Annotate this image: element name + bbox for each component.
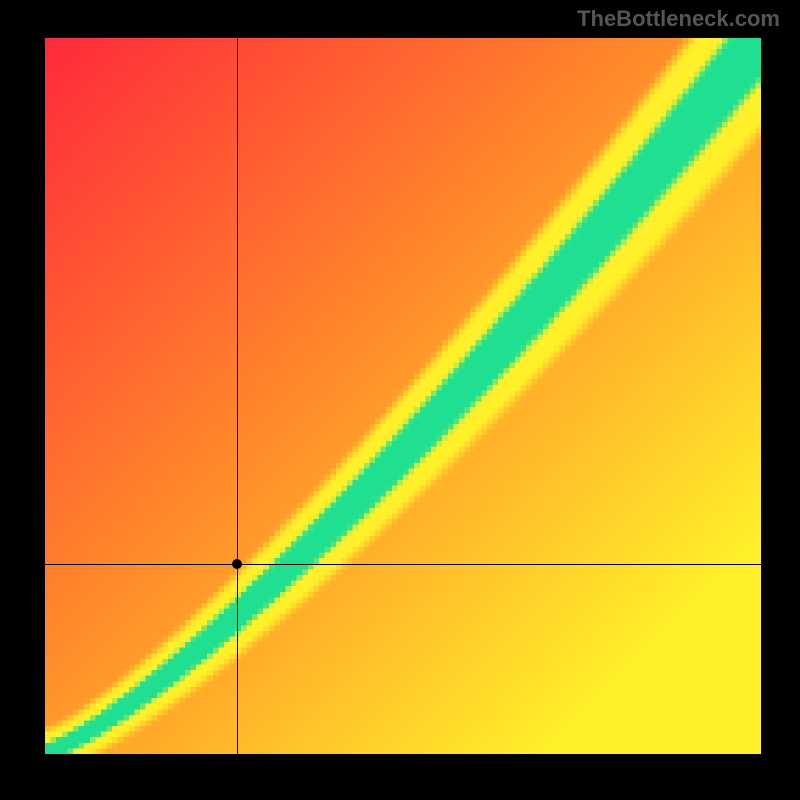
heatmap-canvas — [45, 38, 761, 754]
crosshair-vertical — [237, 38, 238, 754]
heatmap-plot — [45, 38, 761, 754]
page-root: { "watermark": { "text": "TheBottleneck.… — [0, 0, 800, 800]
watermark-text: TheBottleneck.com — [577, 6, 780, 32]
crosshair-marker — [232, 559, 242, 569]
crosshair-horizontal — [45, 564, 761, 565]
